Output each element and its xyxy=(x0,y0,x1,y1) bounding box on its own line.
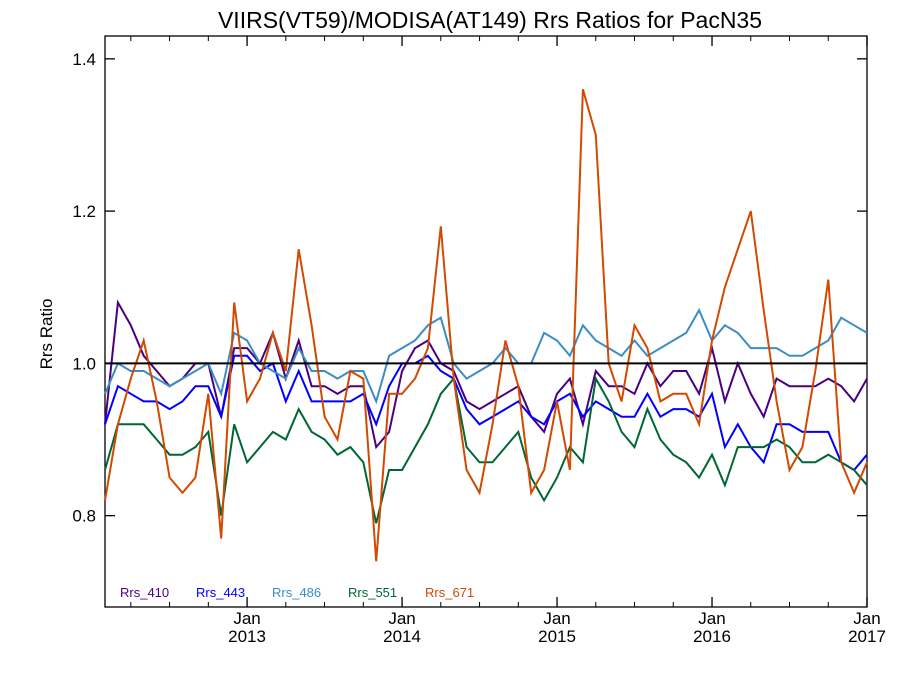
legend: Rrs_410 Rrs_443 Rrs_486 Rrs_551 Rrs_671 xyxy=(120,585,474,600)
series-lines xyxy=(104,89,868,562)
series-line-rrs-671 xyxy=(104,89,868,562)
y-axis-label: Rrs Ratio xyxy=(37,299,56,370)
y-tick-label: 1.2 xyxy=(72,202,96,221)
x-tick-month-label: Jan xyxy=(233,609,260,628)
chart-title: VIIRS(VT59)/MODISA(AT149) Rrs Ratios for… xyxy=(218,7,762,33)
series-line-rrs-486 xyxy=(104,307,868,405)
y-tick-label: 1.4 xyxy=(72,50,96,69)
x-tick-year-label: 2013 xyxy=(228,627,266,646)
x-tick-month-label: Jan xyxy=(698,609,725,628)
legend-item-rrs-410: Rrs_410 xyxy=(120,585,169,600)
series-line-rrs-443 xyxy=(104,354,868,472)
y-tick-label: 0.8 xyxy=(72,507,96,526)
plot-area-frame xyxy=(104,35,868,608)
x-tick-month-label: Jan xyxy=(543,609,570,628)
legend-item-rrs-671: Rrs_671 xyxy=(425,585,474,600)
legend-item-rrs-486: Rrs_486 xyxy=(272,585,321,600)
series-line-rrs-551 xyxy=(104,375,868,524)
x-tick-month-label: Jan xyxy=(388,609,415,628)
x-tick-month-label: Jan xyxy=(853,609,880,628)
y-tick-label: 1.0 xyxy=(72,354,96,373)
axis-ticks: 0.81.01.21.4Jan2013Jan2014Jan2015Jan2016… xyxy=(72,36,886,646)
legend-item-rrs-443: Rrs_443 xyxy=(196,585,245,600)
x-tick-year-label: 2016 xyxy=(693,627,731,646)
x-tick-year-label: 2015 xyxy=(538,627,576,646)
x-tick-year-label: 2014 xyxy=(383,627,421,646)
x-tick-year-label: 2017 xyxy=(848,627,886,646)
series-line-rrs-410 xyxy=(104,299,868,450)
legend-item-rrs-551: Rrs_551 xyxy=(348,585,397,600)
